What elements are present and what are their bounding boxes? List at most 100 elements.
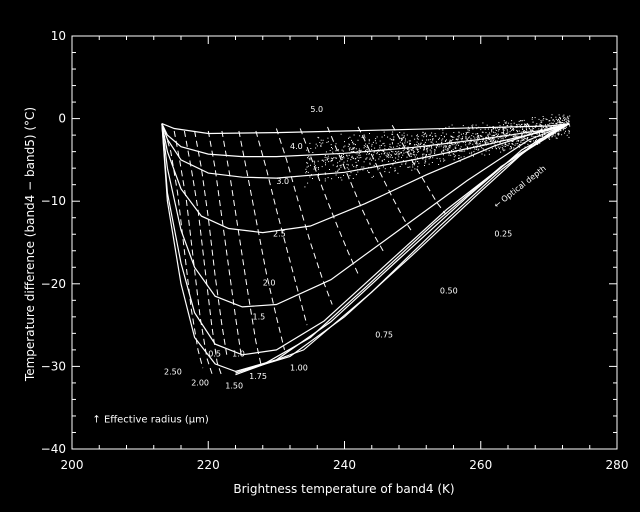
observed-point: [563, 117, 565, 119]
observed-point: [543, 118, 545, 119]
observed-point: [565, 126, 567, 128]
observed-point: [491, 141, 493, 143]
observed-point: [424, 141, 426, 143]
observed-point: [552, 119, 554, 121]
observed-point: [350, 148, 352, 150]
observed-point: [532, 129, 534, 131]
observed-point: [538, 128, 540, 130]
observed-point: [407, 148, 409, 150]
observed-point: [409, 140, 411, 142]
observed-point: [476, 143, 478, 145]
observed-point: [368, 142, 370, 144]
observed-point: [554, 125, 556, 127]
observed-point: [366, 146, 368, 148]
observed-point: [461, 139, 463, 141]
observed-point: [410, 155, 412, 157]
optical-depth-label: 0.25: [494, 230, 512, 239]
observed-point: [320, 143, 322, 145]
observed-point: [485, 132, 487, 134]
observed-point: [540, 121, 542, 123]
observed-point: [419, 143, 421, 145]
observed-point: [335, 150, 337, 152]
observed-point: [496, 140, 498, 142]
observed-point: [456, 139, 458, 141]
observed-point: [507, 122, 509, 124]
observed-point: [509, 131, 511, 133]
observed-point: [424, 143, 426, 145]
observed-point: [521, 123, 523, 125]
observed-point: [557, 133, 559, 135]
observed-point: [550, 126, 552, 128]
effective-radius-line: [164, 130, 204, 369]
observed-point: [395, 154, 397, 155]
observed-point: [449, 139, 451, 141]
observed-point: [526, 138, 528, 140]
observed-point: [409, 152, 411, 154]
optical-depth-label: 3.0: [276, 177, 289, 186]
observed-point: [425, 161, 427, 163]
observed-point: [378, 154, 380, 155]
optical-depth-line: [161, 123, 570, 234]
observed-point: [446, 149, 448, 151]
observed-point: [516, 140, 518, 142]
observed-point: [477, 135, 478, 137]
observed-point: [312, 152, 314, 153]
observed-point: [512, 143, 514, 145]
observed-point: [470, 140, 472, 142]
observed-point: [478, 136, 480, 138]
observed-point: [317, 160, 319, 162]
observed-point: [408, 149, 410, 151]
optical-depth-label: 2.5: [273, 230, 286, 239]
observed-point: [473, 151, 475, 153]
x-tick-label: 200: [61, 458, 84, 472]
observed-point: [475, 143, 477, 145]
observed-point: [559, 123, 561, 125]
observed-point: [402, 160, 404, 162]
observed-point: [439, 158, 441, 160]
observed-point: [382, 166, 384, 168]
observed-point: [413, 152, 415, 154]
observed-point: [305, 168, 307, 170]
observed-point: [535, 124, 537, 126]
observed-point: [540, 129, 542, 131]
observed-point: [477, 149, 479, 151]
observed-point: [557, 119, 558, 121]
observed-point: [480, 129, 482, 131]
observed-point: [513, 129, 515, 131]
observed-point: [555, 116, 557, 118]
observed-point: [376, 151, 378, 153]
observed-point: [332, 151, 334, 153]
optical-depth-label: 1.00: [290, 364, 308, 373]
observed-point: [516, 131, 518, 133]
observed-point: [315, 167, 317, 169]
observed-point: [393, 138, 395, 140]
observed-point: [304, 186, 306, 188]
observed-point: [381, 136, 383, 138]
observed-point: [495, 128, 497, 130]
observed-point: [531, 135, 533, 137]
observed-point: [499, 142, 501, 144]
observed-point: [498, 129, 500, 131]
observed-point: [524, 123, 526, 125]
observed-point: [337, 169, 339, 171]
observed-point: [567, 117, 569, 119]
observed-point: [375, 138, 377, 140]
observed-point: [561, 122, 562, 124]
observed-point: [307, 171, 309, 173]
observed-point: [429, 157, 431, 159]
observed-point: [456, 138, 458, 140]
observed-point: [392, 164, 394, 166]
observed-point: [436, 145, 438, 147]
observed-point: [315, 165, 316, 167]
effective-radius-note: ↑ Effective radius (μm): [92, 415, 208, 426]
observed-point: [409, 143, 411, 145]
observed-point: [376, 136, 378, 138]
observed-point: [506, 128, 508, 130]
observed-point: [418, 143, 420, 145]
observed-point: [414, 144, 416, 146]
observed-point: [384, 152, 386, 154]
observed-point: [540, 120, 542, 122]
observed-point: [474, 148, 476, 150]
observed-point: [495, 148, 497, 149]
effective-radius-line: [357, 126, 414, 233]
